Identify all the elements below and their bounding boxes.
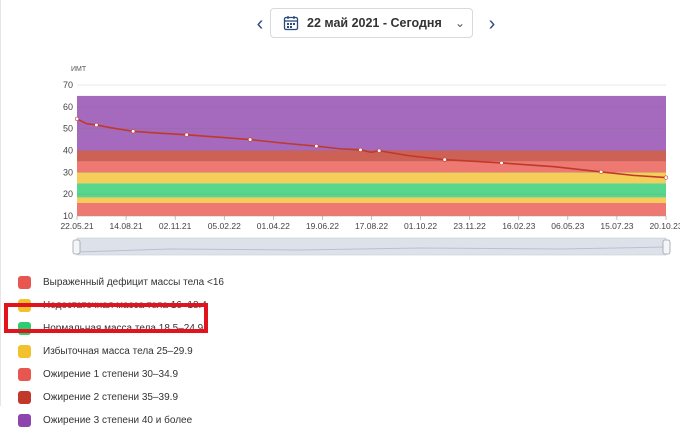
bmi-series [74, 116, 669, 180]
x-axis: 22.05.21 14.08.21 02.11.21 05.02.22 01.04.22… [60, 216, 680, 231]
legend-label: Выраженный дефицит массы тела <16 [43, 277, 224, 288]
x-tick-label: 06.05.23 [551, 221, 584, 231]
chevron-right-icon[interactable]: › [488, 13, 496, 35]
bmi-band-1 [77, 197, 666, 203]
y-tick-label: 60 [63, 102, 73, 112]
legend-label: Ожирение 2 степени 35–39.9 [43, 392, 179, 403]
x-tick-label: 05.02.22 [208, 221, 241, 231]
legend-swatch [18, 276, 31, 289]
series-point [94, 122, 99, 128]
legend-item[interactable]: Ожирение 2 степени 35–39.9 [18, 386, 224, 409]
x-tick-label: 16.02.23 [502, 221, 535, 231]
bmi-legend: Выраженный дефицит массы тела <16 Недоста… [18, 271, 224, 432]
legend-label: Избыточная масса тела 25–29.9 [43, 346, 193, 357]
range-handle-right[interactable] [662, 239, 671, 255]
series-point [442, 157, 447, 162]
y-axis: 10 20 30 40 50 60 70 [63, 80, 73, 221]
legend-item[interactable]: Ожирение 3 степени 40 и более [18, 409, 224, 432]
legend-swatch [18, 368, 31, 381]
legend-label: Ожирение 1 степени 30–34.9 [43, 369, 179, 380]
legend-swatch [18, 391, 31, 404]
x-tick-label: 15.07.23 [600, 221, 633, 231]
bmi-band-3 [77, 172, 666, 184]
highlight-frame [4, 303, 208, 333]
bmi-band-0 [77, 202, 666, 216]
legend-swatch [18, 414, 31, 427]
x-tick-label: 01.04.22 [257, 221, 290, 231]
chevron-left-icon[interactable]: ‹ [256, 13, 264, 35]
x-tick-label: 23.11.22 [453, 221, 486, 231]
page-left-border [0, 0, 1, 406]
legend-label: Ожирение 3 степени 40 и более [43, 415, 193, 426]
series-point [131, 129, 136, 134]
date-range-select[interactable]: 22 май 2021 - Сегодня ⌄ [270, 8, 473, 38]
x-tick-label: 22.05.21 [60, 221, 93, 231]
series-point [499, 160, 504, 166]
y-tick-label: 30 [63, 167, 73, 177]
series-point [377, 148, 382, 153]
x-tick-label: 20.10.23 [649, 221, 680, 231]
bmi-band-4 [77, 161, 666, 173]
bmi-band-5 [77, 150, 666, 162]
date-navigation: ‹ 22 май 2021 - Сегодня ⌄ › [250, 8, 500, 40]
legend-label: Нормальная масса тела 18.5–24.9 [43, 323, 204, 334]
legend-swatch [18, 345, 31, 358]
x-tick-label: 02.11.21 [159, 221, 192, 231]
x-tick-label: 17.08.22 [355, 221, 388, 231]
series-point [74, 116, 80, 121]
y-tick-label: 70 [63, 80, 73, 90]
bmi-band-6 [77, 95, 666, 151]
y-tick-label: 10 [63, 211, 73, 221]
bmi-range-bands [77, 95, 666, 216]
y-tick-label: 50 [63, 124, 73, 134]
bmi-band-2 [77, 183, 666, 198]
y-tick-label: 40 [63, 146, 73, 156]
legend-item[interactable]: Избыточная масса тела 25–29.9 [18, 340, 224, 363]
date-range-value: 22 май 2021 - Сегодня [307, 16, 442, 30]
x-tick-label: 14.08.21 [110, 221, 143, 231]
series-point [248, 137, 253, 142]
range-handle-left[interactable] [72, 239, 81, 255]
series-point [314, 144, 319, 149]
y-tick-label: 20 [63, 189, 73, 199]
range-navigator[interactable] [72, 237, 671, 256]
series-point [663, 175, 669, 180]
bmi-chart: 10 20 30 40 50 60 70 22.05.21 14.08.21 02.11.21 0… [60, 66, 680, 256]
series-point [184, 132, 189, 137]
legend-item[interactable]: Ожирение 1 степени 30–34.9 [18, 363, 224, 386]
series-line [76, 118, 667, 179]
x-tick-label: 01.10.22 [404, 221, 437, 231]
x-tick-label: 19.06.22 [306, 221, 339, 231]
series-point [358, 147, 363, 152]
series-point [599, 169, 604, 174]
chevron-down-icon: ⌄ [454, 16, 465, 30]
calendar-icon [283, 16, 299, 31]
legend-item[interactable]: Выраженный дефицит массы тела <16 [18, 271, 224, 294]
y-axis-label: ИМТ [71, 66, 87, 73]
